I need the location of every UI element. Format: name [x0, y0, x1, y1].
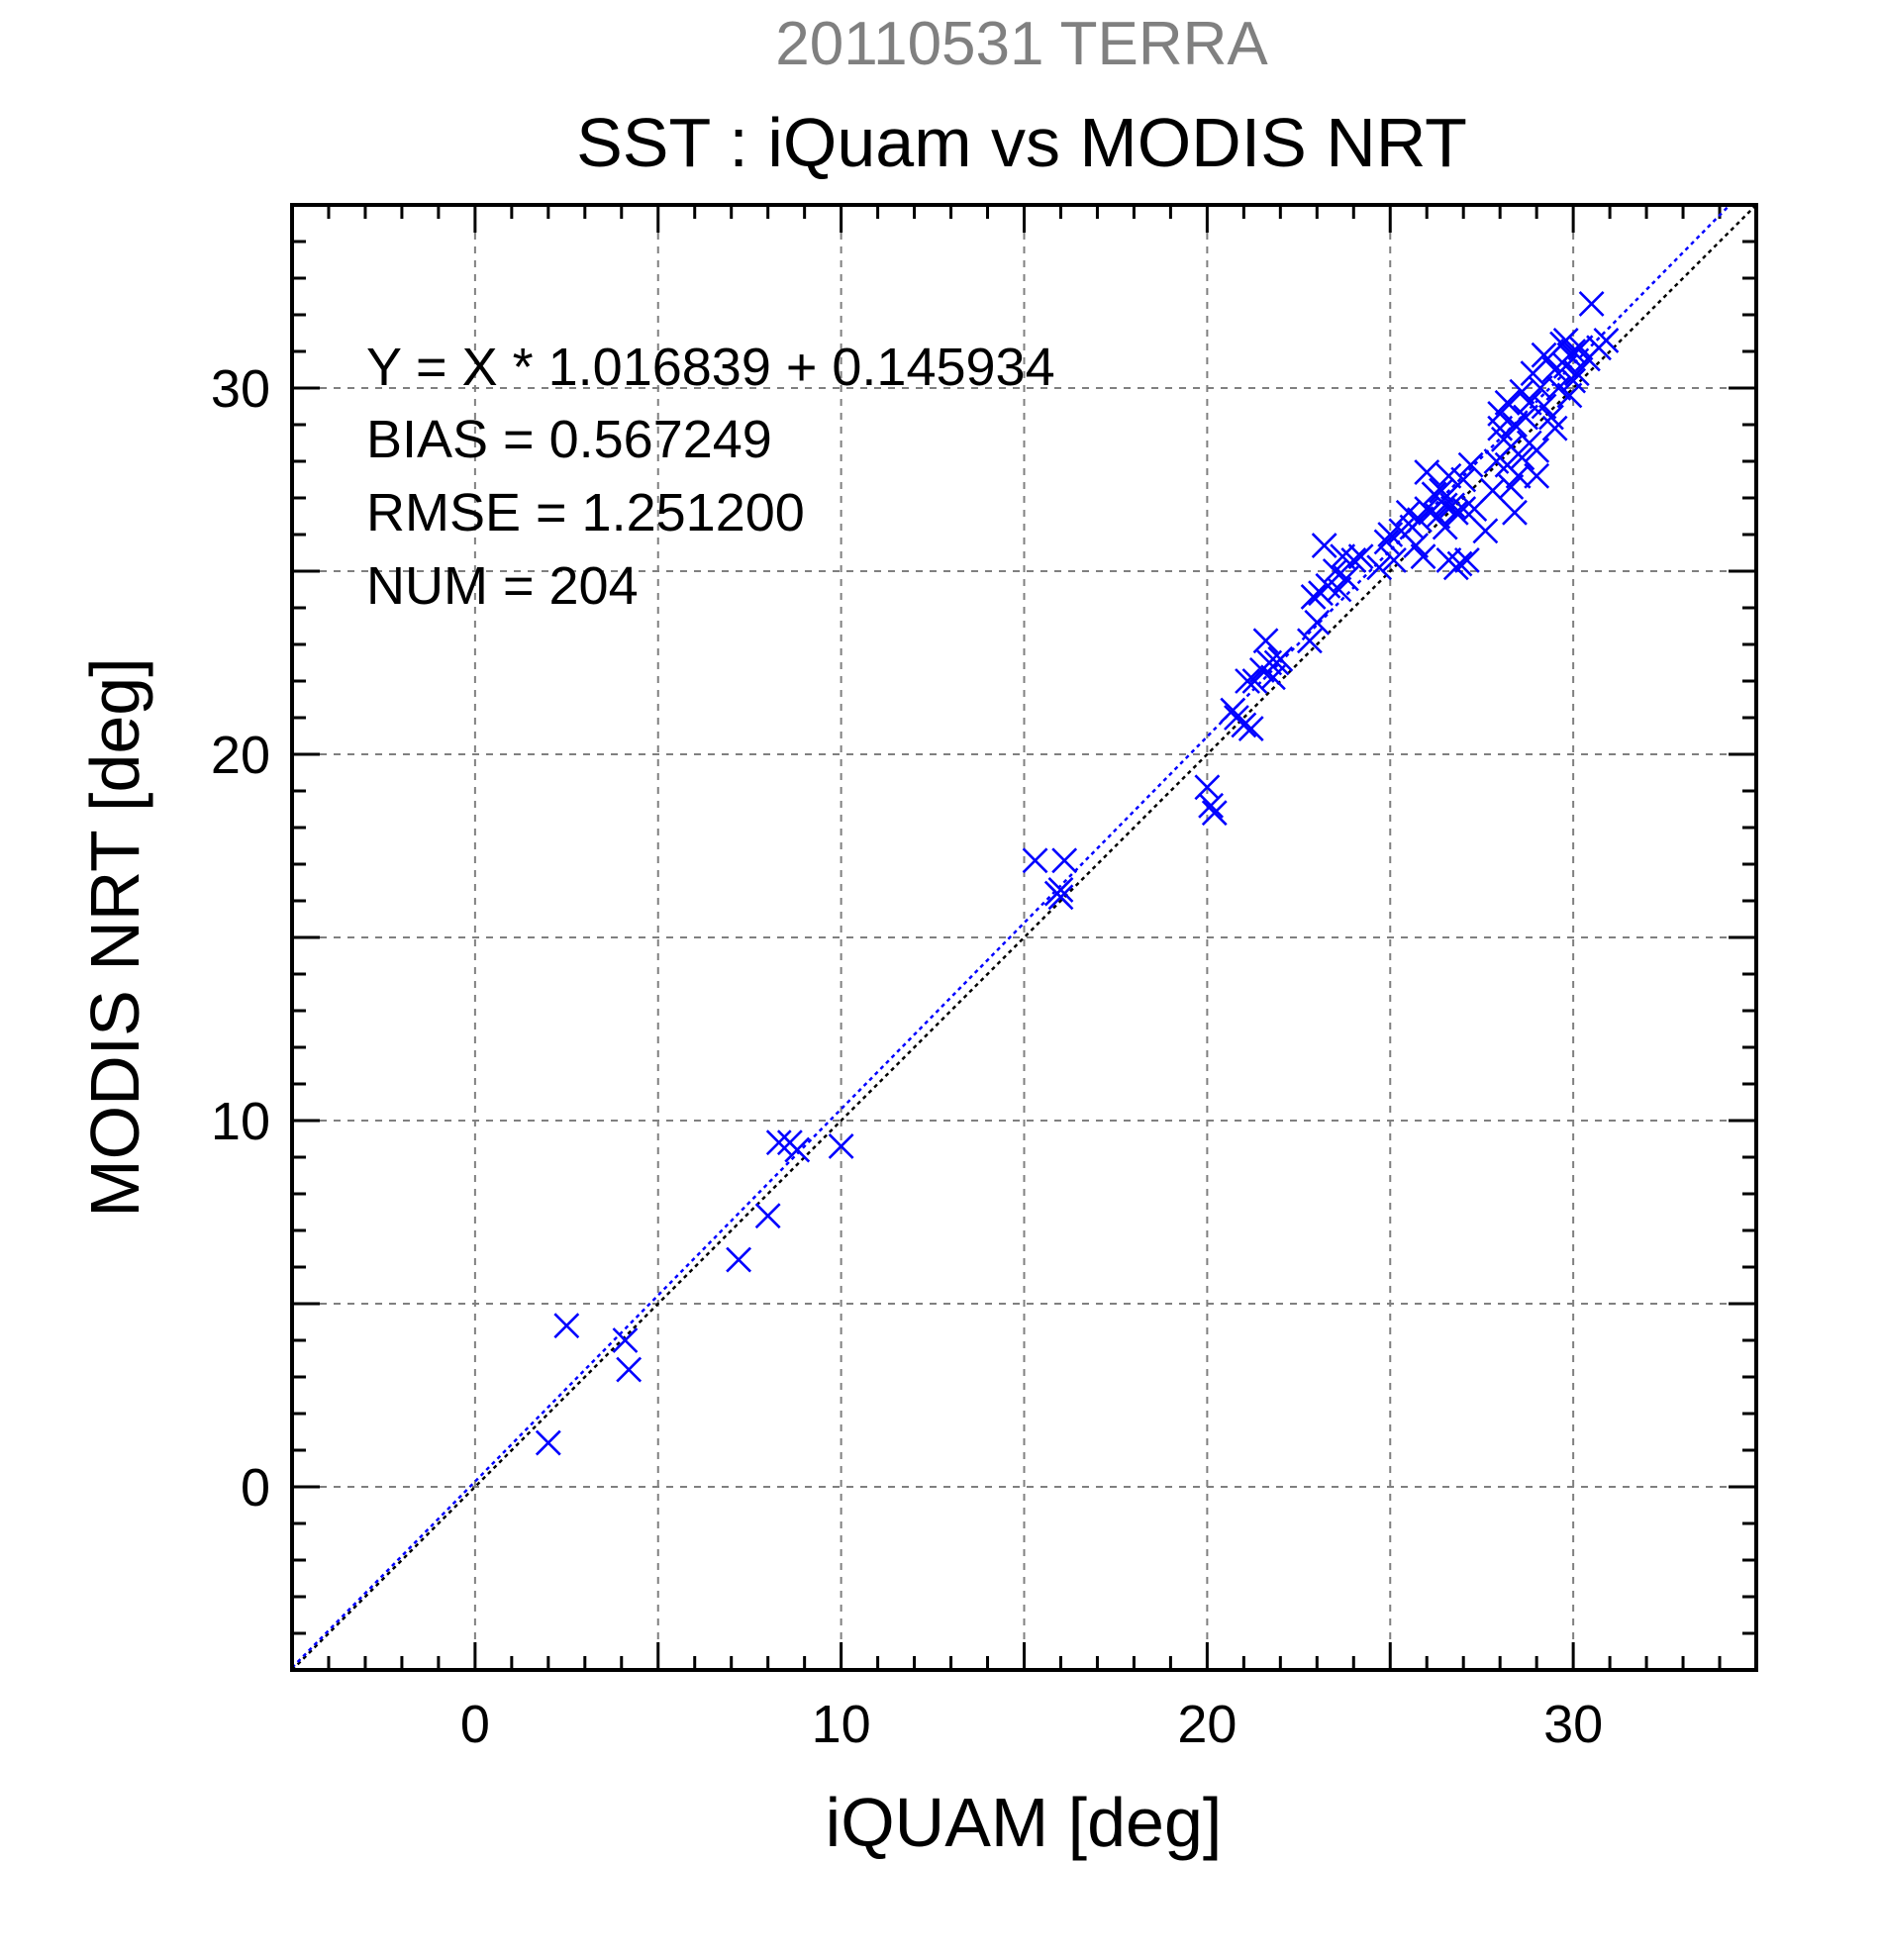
data-point	[1457, 451, 1484, 478]
data-point	[1347, 543, 1374, 570]
x-tick-labels: 0 10 20 30	[460, 1695, 1603, 1754]
data-point	[1340, 546, 1367, 573]
data-point	[1502, 499, 1528, 526]
data-point	[1494, 451, 1521, 478]
data-point	[1267, 645, 1294, 672]
data-point	[1450, 466, 1477, 493]
data-point	[1296, 628, 1323, 654]
data-point	[1238, 716, 1264, 742]
data-point	[1403, 533, 1430, 559]
data-point	[1429, 477, 1454, 504]
y-tick-label: 30	[211, 359, 270, 419]
x-tick-label: 0	[460, 1695, 490, 1754]
data-point	[1051, 847, 1078, 874]
data-point	[1436, 462, 1462, 489]
data-point	[1198, 792, 1224, 819]
data-point	[765, 1129, 792, 1156]
data-point	[1414, 459, 1440, 486]
data-point	[1513, 404, 1538, 431]
data-point	[1494, 389, 1521, 416]
data-point	[616, 1356, 643, 1383]
data-point	[1410, 543, 1436, 570]
stats-box: Y = X * 1.016839 + 0.145934 BIAS = 0.567…	[366, 338, 1055, 616]
data-point	[784, 1136, 811, 1163]
data-point	[1556, 382, 1583, 409]
chart-title: SST : iQuam vs MODIS NRT	[576, 104, 1467, 181]
data-point	[1567, 335, 1594, 361]
data-point	[1366, 554, 1393, 581]
y-tick-label: 20	[211, 726, 270, 785]
data-point	[612, 1327, 639, 1353]
data-point	[1531, 393, 1557, 420]
data-point	[1442, 554, 1469, 581]
x-tick-label: 20	[1177, 1695, 1237, 1754]
y-axis-label: MODIS NRT [deg]	[76, 657, 153, 1217]
data-point	[553, 1313, 580, 1339]
data-point	[1326, 576, 1352, 603]
data-point	[1381, 546, 1407, 573]
data-point	[1593, 327, 1620, 353]
data-point	[1231, 712, 1257, 738]
data-point	[1560, 367, 1587, 394]
grid-lines	[292, 205, 1756, 1670]
data-point	[1047, 876, 1074, 903]
reference-lines	[291, 204, 1757, 1671]
data-point	[1516, 389, 1542, 416]
chart-date-title: 20110531 TERRA	[775, 10, 1268, 78]
data-point	[1300, 583, 1327, 610]
x-axis-label: iQUAM [deg]	[826, 1784, 1223, 1861]
data-point	[1260, 664, 1286, 691]
data-point	[1509, 378, 1535, 405]
data-point	[726, 1246, 752, 1273]
data-point	[1552, 327, 1579, 353]
plot-frame	[290, 203, 1758, 1672]
data-point	[754, 1203, 781, 1229]
rmse-label: RMSE = 1.251200	[366, 483, 805, 542]
data-points	[535, 290, 1620, 1456]
axis-ticks	[292, 205, 1756, 1670]
data-point	[1545, 375, 1572, 401]
data-point	[1201, 800, 1228, 827]
data-point	[1487, 415, 1514, 441]
data-point	[535, 1429, 561, 1456]
bias-label: BIAS = 0.567249	[366, 410, 772, 469]
data-point	[1022, 847, 1048, 874]
data-point	[1333, 565, 1359, 592]
data-point	[1556, 342, 1583, 368]
data-point	[1047, 884, 1074, 911]
y-tick-labels: 0 10 20 30	[211, 359, 270, 1518]
data-point	[1498, 473, 1525, 500]
data-point	[1304, 609, 1331, 636]
data-point	[1252, 628, 1279, 654]
data-point	[1453, 546, 1480, 573]
data-point	[1311, 533, 1337, 559]
data-point	[828, 1132, 854, 1159]
data-point	[1235, 668, 1260, 694]
regression-equation: Y = X * 1.016839 + 0.145934	[366, 338, 1055, 397]
data-point	[1373, 529, 1400, 555]
data-point	[1563, 360, 1590, 387]
x-tick-label: 10	[812, 1695, 871, 1754]
data-point	[1502, 412, 1528, 438]
data-point	[1541, 415, 1568, 441]
data-point	[1524, 462, 1550, 489]
data-point	[1578, 290, 1605, 317]
data-point	[1472, 518, 1499, 544]
y-tick-label: 0	[241, 1458, 270, 1518]
data-point	[1531, 342, 1557, 368]
y-tick-label: 10	[211, 1092, 270, 1151]
regression-line	[291, 204, 1732, 1669]
data-point	[1516, 430, 1542, 456]
data-point	[1479, 477, 1506, 504]
data-point	[1432, 492, 1458, 519]
num-label: NUM = 204	[366, 556, 639, 616]
data-point	[1509, 444, 1535, 471]
x-tick-label: 30	[1543, 1695, 1603, 1754]
